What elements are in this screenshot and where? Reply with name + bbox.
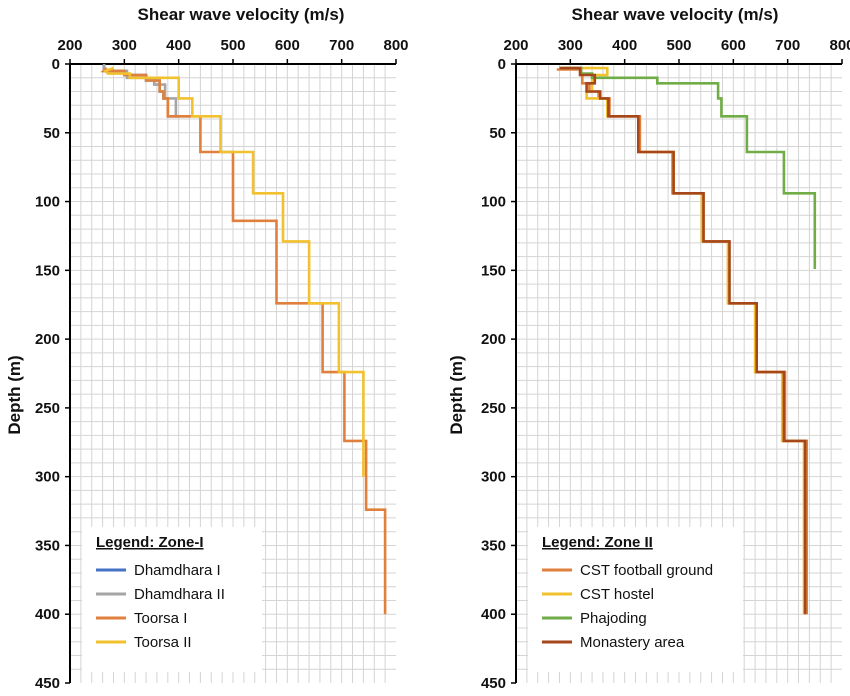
x-tick-label: 400	[612, 37, 637, 54]
legend-box	[82, 527, 262, 672]
x-axis-title: Shear wave velocity (m/s)	[572, 5, 779, 24]
y-tick-label: 100	[481, 194, 506, 211]
series-line-phajoding	[562, 66, 817, 269]
y-tick-label: 150	[481, 262, 506, 279]
legend-title: Legend: Zone-I	[96, 534, 204, 551]
x-tick-label: 200	[57, 37, 82, 54]
y-axis-title: Depth (m)	[447, 355, 466, 434]
y-tick-label: 450	[35, 675, 60, 692]
legend-label: CST football ground	[580, 562, 713, 579]
y-tick-label: 350	[481, 537, 506, 554]
y-tick-label: 150	[35, 262, 60, 279]
y-tick-label: 0	[498, 56, 506, 73]
x-tick-label: 300	[558, 37, 583, 54]
x-tick-label: 800	[383, 37, 408, 54]
y-tick-label: 0	[52, 56, 60, 73]
chart-panel-1: 200 300 400 500 600 700 800 0 50 100 150 200 250 300 3…	[5, 5, 409, 692]
x-tick-label: 600	[721, 37, 746, 54]
y-tick-label: 350	[35, 537, 60, 554]
y-tick-label: 450	[481, 675, 506, 692]
legend-label: Toorsa I	[134, 610, 187, 627]
y-tick-label: 300	[481, 469, 506, 486]
legend-label: Dhamdhara I	[134, 562, 221, 579]
y-tick-label: 250	[481, 400, 506, 417]
x-tick-label: 700	[329, 37, 354, 54]
series-line-toorsa-ii	[102, 66, 365, 477]
y-tick-label: 300	[35, 469, 60, 486]
legend: Legend: Zone-I Dhamdhara I Dhamdhara II Too…	[82, 527, 262, 672]
x-tick-label: 200	[503, 37, 528, 54]
y-axis-title: Depth (m)	[5, 355, 24, 434]
legend-label: CST hostel	[580, 586, 654, 603]
y-tick-label: 50	[43, 125, 60, 142]
y-tick-label: 250	[35, 400, 60, 417]
x-axis-title: Shear wave velocity (m/s)	[138, 5, 345, 24]
x-tick-label: 700	[775, 37, 800, 54]
legend-label: Toorsa II	[134, 634, 192, 651]
y-tick-label: 400	[35, 606, 60, 623]
grid	[516, 64, 842, 683]
series-line-monastery-area	[559, 66, 807, 615]
legend-title: Legend: Zone II	[542, 534, 653, 551]
x-tick-label: 500	[220, 37, 245, 54]
x-tick-label: 800	[829, 37, 850, 54]
legend-label: Phajoding	[580, 610, 647, 627]
x-tick-label: 500	[666, 37, 691, 54]
y-tick-label: 400	[481, 606, 506, 623]
chart-panel-2: 200 300 400 500 600 700 800 0 50 100 150 200 250 300 3…	[447, 5, 850, 692]
legend-label: Monastery area	[580, 634, 685, 651]
x-tick-label: 600	[275, 37, 300, 54]
legend: Legend: Zone II CST football ground CST ho…	[528, 527, 743, 672]
y-tick-label: 200	[481, 331, 506, 348]
y-tick-label: 100	[35, 194, 60, 211]
x-tick-label: 300	[112, 37, 137, 54]
legend-box	[528, 527, 743, 672]
legend-label: Dhamdhara II	[134, 586, 225, 603]
y-tick-label: 50	[489, 125, 506, 142]
y-tick-label: 200	[35, 331, 60, 348]
x-tick-label: 400	[166, 37, 191, 54]
